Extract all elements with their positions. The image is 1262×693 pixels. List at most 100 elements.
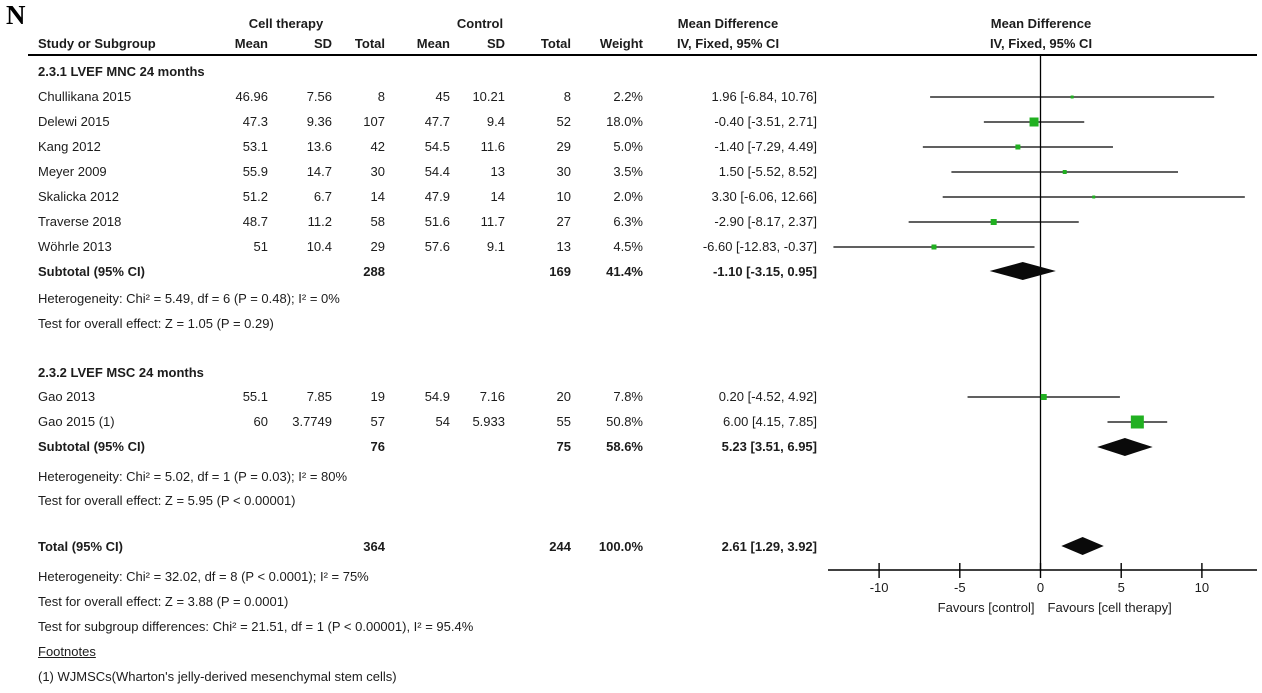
cell-weight: 41.4% <box>606 264 643 279</box>
cell-ci: 3.30 [-6.06, 12.66] <box>711 189 817 204</box>
stat-text: Test for overall effect: Z = 3.88 (P = 0… <box>38 594 289 609</box>
cell-ci: -0.40 [-3.51, 2.71] <box>714 114 817 129</box>
study-name: Total (95% CI) <box>38 539 123 554</box>
group-header-control: Control <box>456 16 504 31</box>
cell-mean2: 45 <box>435 89 450 104</box>
cell-mean1: 51.2 <box>242 189 268 204</box>
cell-mean2: 54 <box>435 414 450 429</box>
cell-sd1: 14.7 <box>306 164 332 179</box>
footnote-text: (1) WJMSCs(Wharton's jelly-derived mesen… <box>38 669 397 684</box>
table-row: Gao 2013 55.1 7.85 19 54.9 7.16 20 7.8% 0.20 [-4… <box>0 387 1262 407</box>
cell-ci: 0.20 [-4.52, 4.92] <box>718 389 817 404</box>
study-name: Subtotal (95% CI) <box>38 439 145 454</box>
column-header-total-control: Total <box>540 36 571 51</box>
cell-mean2: 47.7 <box>424 114 450 129</box>
stat-text: Test for overall effect: Z = 1.05 (P = 0… <box>38 316 274 331</box>
cell-sd1: 10.4 <box>306 239 332 254</box>
cell-total1: 42 <box>370 139 385 154</box>
cell-total2: 10 <box>556 189 571 204</box>
column-header-sd-control: SD <box>486 36 505 51</box>
stat-text: Test for subgroup differences: Chi² = 21… <box>38 619 474 634</box>
cell-total1: 57 <box>370 414 385 429</box>
cell-mean2: 54.4 <box>424 164 450 179</box>
cell-ci: 1.96 [-6.84, 10.76] <box>711 89 817 104</box>
study-name: Gao 2015 (1) <box>38 414 115 429</box>
heading-row: 2.3.2 LVEF MSC 24 months <box>0 363 1262 383</box>
cell-ci: -2.90 [-8.17, 2.37] <box>714 214 817 229</box>
study-name: Subtotal (95% CI) <box>38 264 145 279</box>
study-name: Skalicka 2012 <box>38 189 119 204</box>
cell-ci: -1.40 [-7.29, 4.49] <box>714 139 817 154</box>
header-rule <box>28 54 1257 56</box>
cell-total1: 107 <box>363 114 385 129</box>
stat-row: Test for overall effect: Z = 1.05 (P = 0… <box>0 314 1262 334</box>
cell-mean1: 48.7 <box>242 214 268 229</box>
cell-total2: 52 <box>556 114 571 129</box>
footnote-row: (1) WJMSCs(Wharton's jelly-derived mesen… <box>0 667 1262 687</box>
cell-mean2: 51.6 <box>424 214 450 229</box>
cell-total1: 58 <box>370 214 385 229</box>
stat-text: Heterogeneity: Chi² = 5.02, df = 1 (P = … <box>38 469 348 484</box>
cell-sd1: 9.36 <box>306 114 332 129</box>
cell-ci: 5.23 [3.51, 6.95] <box>721 439 817 454</box>
cell-weight: 2.0% <box>613 189 643 204</box>
table-row: Chullikana 2015 46.96 7.56 8 45 10.21 8 2.2% 1.9… <box>0 87 1262 107</box>
cell-weight: 4.5% <box>613 239 643 254</box>
md-plot-column-header-line1: Mean Difference <box>990 16 1092 31</box>
cell-total2: 30 <box>556 164 571 179</box>
cell-mean2: 57.6 <box>424 239 450 254</box>
md-plot-column-header-line2: IV, Fixed, 95% CI <box>989 36 1093 51</box>
cell-total2: 8 <box>563 89 571 104</box>
cell-sd2: 13 <box>490 164 505 179</box>
cell-ci: -1.10 [-3.15, 0.95] <box>712 264 817 279</box>
study-name: Wöhrle 2013 <box>38 239 112 254</box>
group-header-cell-therapy: Cell therapy <box>248 16 324 31</box>
cell-mean1: 51 <box>253 239 268 254</box>
cell-weight: 5.0% <box>613 139 643 154</box>
study-name: Chullikana 2015 <box>38 89 132 104</box>
cell-total2: 55 <box>556 414 571 429</box>
cell-weight: 7.8% <box>613 389 643 404</box>
cell-mean1: 55.1 <box>242 389 268 404</box>
study-name: Kang 2012 <box>38 139 101 154</box>
footnote-heading-text: Footnotes <box>38 644 96 659</box>
stat-row: Test for overall effect: Z = 3.88 (P = 0… <box>0 592 1262 612</box>
stat-row: Heterogeneity: Chi² = 32.02, df = 8 (P <… <box>0 567 1262 587</box>
cell-sd2: 9.4 <box>486 114 505 129</box>
cell-weight: 2.2% <box>613 89 643 104</box>
study-name: Gao 2013 <box>38 389 96 404</box>
cell-total1: 19 <box>370 389 385 404</box>
cell-mean1: 55.9 <box>242 164 268 179</box>
md-text-column-header-line2: IV, Fixed, 95% CI <box>676 36 780 51</box>
cell-sd2: 7.16 <box>479 389 505 404</box>
cell-mean1: 47.3 <box>242 114 268 129</box>
cell-total1: 364 <box>363 539 385 554</box>
cell-mean2: 54.9 <box>424 389 450 404</box>
subtotal-row: Subtotal (95% CI) 288 169 41.4% -1.10 [-3.15… <box>0 262 1262 282</box>
table-row: Kang 2012 53.1 13.6 42 54.5 11.6 29 5.0% -1.40 [… <box>0 137 1262 157</box>
stat-text: Test for overall effect: Z = 5.95 (P < 0… <box>38 493 296 508</box>
stat-row: Test for overall effect: Z = 5.95 (P < 0… <box>0 491 1262 511</box>
table-row: Gao 2015 (1) 60 3.7749 57 54 5.933 55 50.8% 6.00… <box>0 412 1262 432</box>
table-row: Traverse 2018 48.7 11.2 58 51.6 11.7 27 6.3% -2.… <box>0 212 1262 232</box>
cell-mean1: 60 <box>253 414 268 429</box>
total-row: Total (95% CI) 364 244 100.0% 2.61 [1.29, 3.… <box>0 537 1262 557</box>
cell-mean1: 46.96 <box>235 89 268 104</box>
cell-total1: 29 <box>370 239 385 254</box>
stat-row: Heterogeneity: Chi² = 5.49, df = 6 (P = … <box>0 289 1262 309</box>
cell-sd2: 11.6 <box>480 139 505 154</box>
table-row: Delewi 2015 47.3 9.36 107 47.7 9.4 52 18.0% -0.4… <box>0 112 1262 132</box>
cell-ci: 1.50 [-5.52, 8.52] <box>718 164 817 179</box>
stat-text: Heterogeneity: Chi² = 5.49, df = 6 (P = … <box>38 291 340 306</box>
footnote-heading-row: Footnotes <box>0 642 1262 662</box>
cell-mean2: 47.9 <box>424 189 450 204</box>
heading-row: 2.3.1 LVEF MNC 24 months <box>0 62 1262 82</box>
cell-total2: 29 <box>556 139 571 154</box>
stat-row: Heterogeneity: Chi² = 5.02, df = 1 (P = … <box>0 467 1262 487</box>
cell-sd2: 10.21 <box>472 89 505 104</box>
cell-weight: 3.5% <box>613 164 643 179</box>
cell-sd2: 9.1 <box>486 239 505 254</box>
table-row: Wöhrle 2013 51 10.4 29 57.6 9.1 13 4.5% -6.60 [-… <box>0 237 1262 257</box>
column-header-mean-control: Mean <box>416 36 450 51</box>
cell-weight: 50.8% <box>606 414 643 429</box>
